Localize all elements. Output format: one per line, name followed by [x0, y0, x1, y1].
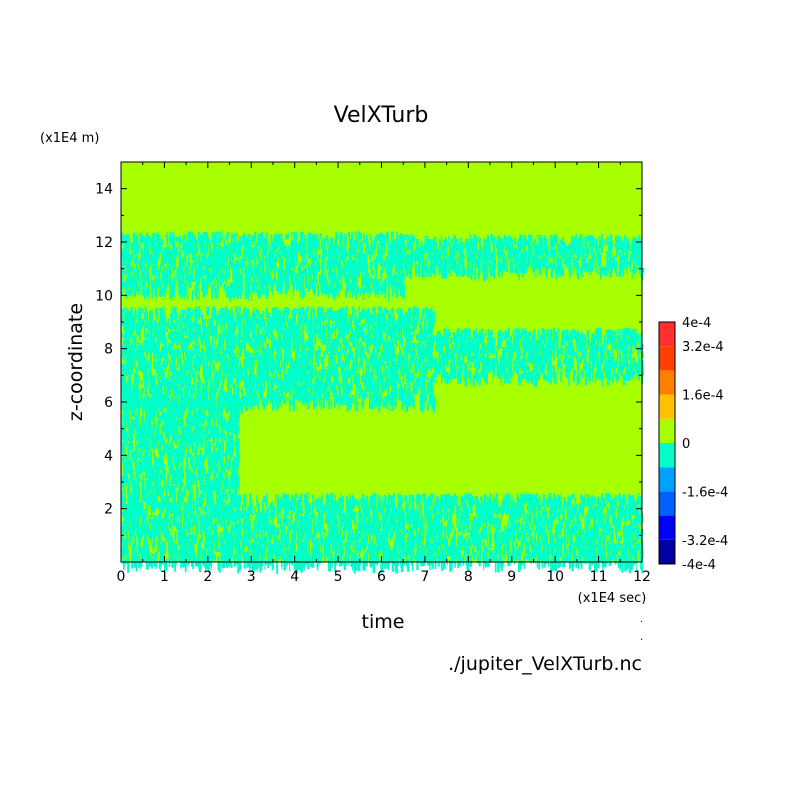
x-tick-label: 1 — [160, 569, 169, 585]
x-tick-label: 12 — [633, 569, 651, 585]
y-tick-label: 4 — [104, 448, 113, 464]
turbulent-region — [121, 306, 436, 414]
y-tick-label: 8 — [104, 342, 113, 358]
colorbar-segment — [659, 491, 675, 516]
x-tick-label: 9 — [507, 569, 516, 585]
y-tick-label: 2 — [104, 502, 113, 518]
x-tick-label: 5 — [334, 569, 343, 585]
x-tick-label: 11 — [590, 569, 608, 585]
x-tick-label: 10 — [546, 569, 564, 585]
colorbar: 4e-4 3.2e-4 1.6e-4 0 -1.6e-4 -3.2e-4 -4e-4 — [658, 316, 728, 573]
turbulent-region — [121, 492, 644, 575]
x-tick-label: 8 — [464, 569, 473, 585]
colorbar-tick-label: -4e-4 — [682, 558, 716, 573]
turbulent-region — [434, 327, 644, 388]
tick-mark: . — [640, 632, 643, 643]
x-tick-label: 3 — [247, 569, 256, 585]
chart-title: VelXTurb — [334, 103, 429, 128]
colorbar-tick-label: -1.6e-4 — [682, 485, 728, 500]
turbulent-region — [403, 234, 645, 282]
y-tick-label: 10 — [95, 288, 113, 304]
x-tick-label: 0 — [117, 569, 126, 585]
y-axis-ticks: 2 4 6 8 10 12 14 — [95, 182, 642, 536]
x-tick-label: 4 — [290, 569, 299, 585]
y-axis-label: z-coordinate — [65, 303, 87, 421]
colorbar-tick-label: 4e-4 — [682, 316, 711, 331]
turbulent-region — [121, 396, 241, 505]
colorbar-segment — [659, 322, 675, 347]
colorbar-segment — [659, 443, 675, 468]
colorbar-segment — [659, 539, 675, 564]
colorbar-segment — [659, 467, 675, 492]
colorbar-frame — [658, 321, 676, 565]
colorbar-segment — [659, 370, 675, 395]
x-axis-label: time — [362, 611, 405, 633]
colorbar-segment — [659, 346, 675, 371]
y-tick-label: 12 — [95, 235, 113, 251]
y-units-label: (x1E4 m) — [40, 131, 99, 146]
colorbar-tick-label: 0 — [682, 437, 690, 452]
x-axis-ticks: 0 1 2 3 4 5 6 7 8 9 10 11 12 — [117, 162, 651, 585]
colorbar-segment — [659, 418, 675, 443]
colorbar-tick-label: 3.2e-4 — [682, 340, 724, 355]
colorbar-segment — [659, 394, 675, 419]
y-tick-label: 6 — [104, 395, 113, 411]
turbulent-region — [121, 231, 405, 302]
colorbar-segment — [659, 515, 675, 540]
x-units-label: (x1E4 sec) — [578, 591, 647, 606]
x-tick-label: 6 — [377, 569, 386, 585]
tick-mark: . — [640, 614, 643, 625]
colorbar-tick-label: -3.2e-4 — [682, 534, 728, 549]
plot-area — [120, 161, 645, 575]
colorbar-tick-label: 1.6e-4 — [682, 389, 724, 404]
x-tick-label: 7 — [420, 569, 429, 585]
y-tick-label: 14 — [95, 182, 113, 198]
x-tick-label: 2 — [203, 569, 212, 585]
source-file-label: ./jupiter_VelXTurb.nc — [448, 653, 642, 675]
